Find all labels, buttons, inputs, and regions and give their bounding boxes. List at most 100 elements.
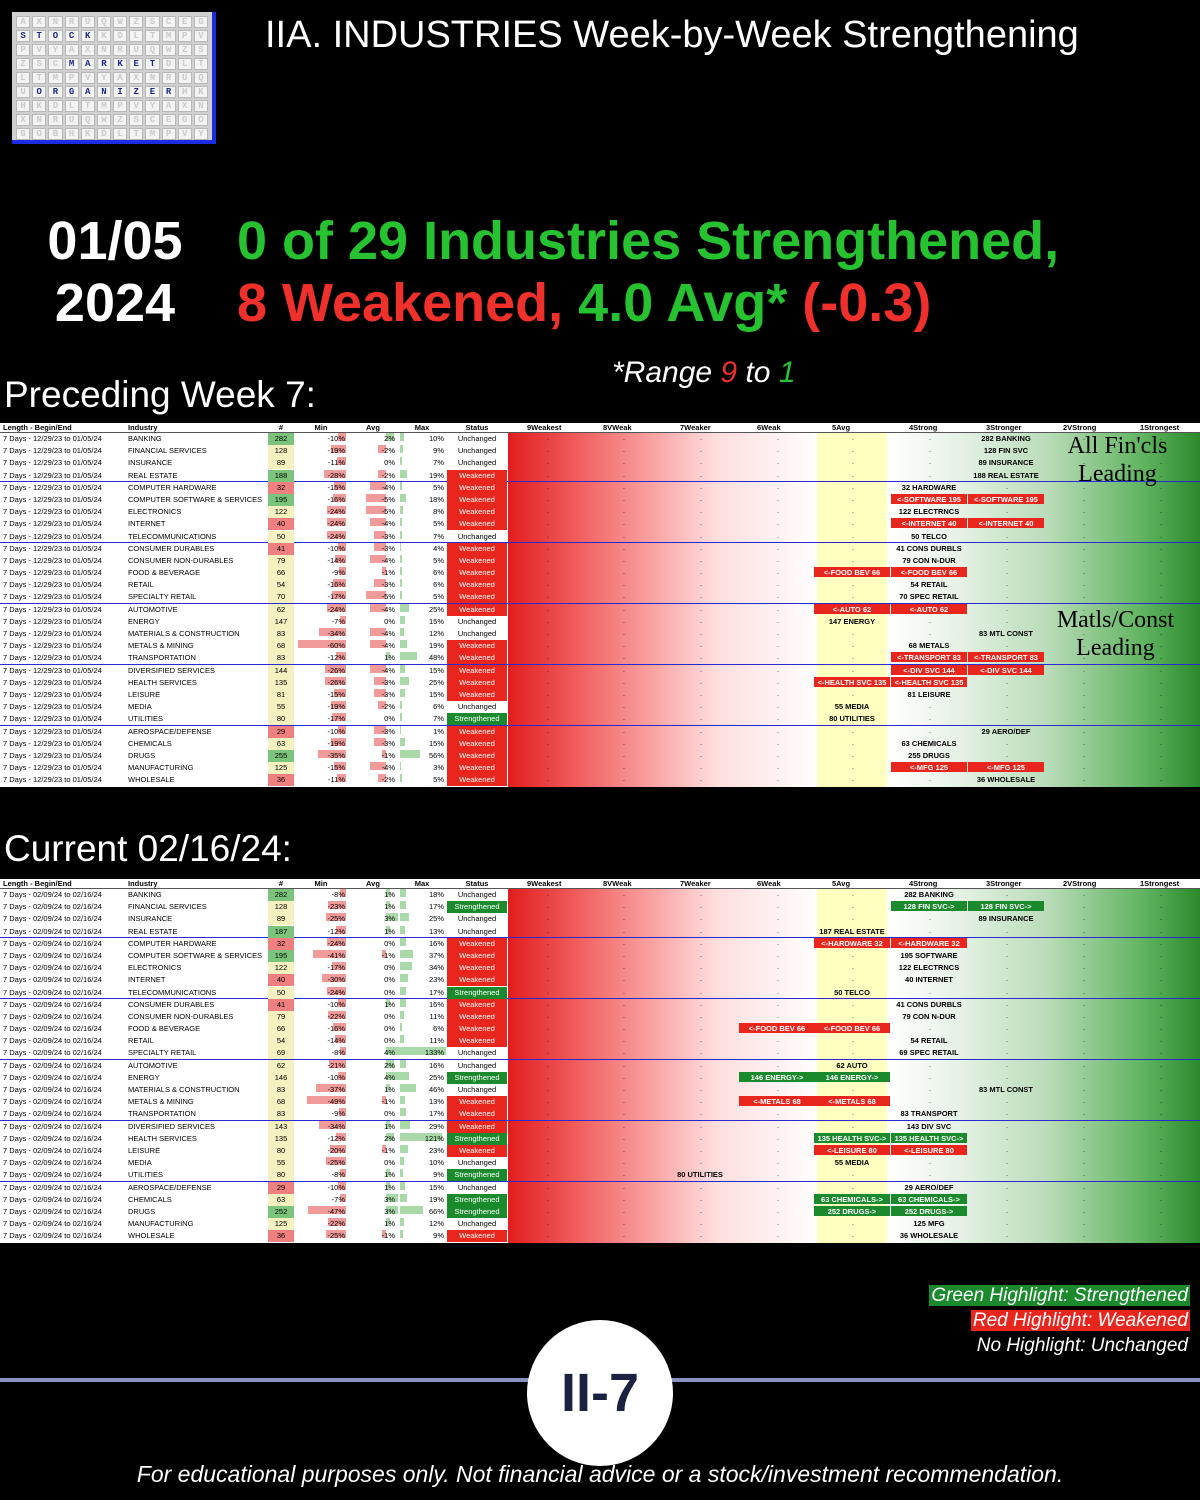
row-min-bar — [323, 469, 346, 478]
level-dot: . — [1006, 593, 1008, 601]
row-min-bar — [338, 542, 346, 551]
level-tag: 187 REAL ESTATE — [819, 926, 885, 936]
row-avg-value: -5% — [381, 494, 395, 504]
row-avg-value: -2% — [381, 446, 395, 456]
row-period: 7 Days - 12/29/23 to 01/05/24 — [3, 702, 102, 712]
row-count: 62 — [268, 1059, 294, 1072]
row-industry: FINANCIAL SERVICES — [128, 446, 207, 456]
level-tag: 50 TELCO — [911, 531, 947, 541]
row-avg-value: 1% — [384, 1085, 395, 1094]
level-dot: . — [1083, 617, 1085, 625]
row-max-value: 133% — [424, 1048, 444, 1058]
row-min-bar — [326, 913, 346, 922]
level-dot: . — [852, 630, 854, 637]
level-dot: . — [700, 435, 702, 442]
level-dot: . — [547, 1061, 549, 1069]
row-max-bar — [400, 949, 413, 958]
level-dot: . — [700, 939, 702, 947]
row-min-bar — [334, 1035, 346, 1044]
level-dot: . — [700, 1134, 702, 1142]
level-dot: . — [700, 678, 702, 686]
level-tag: <-DIV SVC 144 — [968, 664, 1044, 675]
level-dot: . — [1160, 1207, 1162, 1215]
level-dot: . — [1006, 1122, 1008, 1130]
level-dot: . — [1083, 666, 1085, 674]
row-period: 7 Days - 12/29/23 to 01/05/24 — [3, 677, 102, 687]
level-dot: . — [547, 447, 549, 455]
row-period: 7 Days - 02/09/24 to 02/16/24 — [3, 950, 102, 960]
level-dot: . — [700, 1037, 702, 1045]
row-min-value: -10% — [327, 726, 345, 736]
level-dot: . — [1006, 1025, 1008, 1033]
level-tag: <-FOOD BEV 66 — [739, 1023, 815, 1034]
row-min-value: -11% — [328, 458, 345, 468]
row-count: 122 — [268, 506, 294, 519]
row-avg-bar — [386, 1071, 402, 1080]
level-dot: . — [852, 520, 854, 528]
level-dot: . — [777, 1061, 779, 1069]
row-avg-bar — [386, 1084, 390, 1092]
row-industry: FINANCIAL SERVICES — [128, 902, 207, 912]
level-dot: . — [700, 1146, 702, 1154]
level-tag: 69 SPEC RETAIL — [899, 1048, 959, 1058]
level-dot: . — [1006, 1000, 1008, 1008]
row-period: 7 Days - 02/09/24 to 02/16/24 — [3, 1194, 102, 1204]
row-status: Unchanged — [457, 434, 497, 443]
col-length-header: Length - Begin/End — [3, 423, 72, 432]
level-dot: . — [777, 1220, 779, 1228]
row-status: Unchanged — [457, 446, 497, 456]
level-dot: . — [1160, 642, 1162, 650]
row-max-bar — [400, 1144, 409, 1153]
row-max-bar — [400, 542, 402, 551]
level-tag: <-HEALTH SVC 135 — [891, 676, 967, 687]
logo-cell: A — [113, 72, 128, 84]
row-status: Weakened — [447, 579, 507, 592]
level-dot: . — [623, 471, 625, 479]
level-dot: . — [777, 951, 779, 959]
row-min-value: -14% — [327, 1036, 345, 1046]
row-count: 252 — [268, 1205, 294, 1218]
level-dot: . — [852, 483, 854, 491]
level-dot: . — [700, 1000, 702, 1008]
level-dot: . — [1160, 927, 1162, 935]
row-max-bar — [400, 1132, 443, 1141]
logo-cell: L — [64, 100, 79, 112]
row-avg-bar — [374, 676, 386, 685]
level-dot: . — [1160, 532, 1162, 540]
row-count: 147 — [268, 615, 294, 628]
row-count: 55 — [268, 1157, 294, 1170]
level-header-8: 8VWeak — [603, 423, 632, 432]
table-row: 7 Days - 02/09/24 to 02/16/24 AUTOMOTIVE 6… — [0, 1059, 1200, 1072]
col-count-header: # — [278, 423, 284, 432]
row-period: 7 Days - 12/29/23 to 01/05/24 — [3, 580, 102, 590]
level-dot: . — [547, 1049, 549, 1057]
row-min-bar — [298, 640, 346, 649]
level-dot: . — [700, 1073, 702, 1081]
level-dot: . — [1083, 915, 1085, 923]
logo-cell: E — [161, 114, 176, 126]
row-min-bar — [308, 1205, 346, 1214]
row-min-value: -7% — [331, 1194, 345, 1204]
row-min-bar — [339, 889, 346, 897]
level-dot: . — [1083, 630, 1085, 637]
logo-cell: Y — [96, 72, 111, 84]
level-dot: . — [852, 764, 854, 772]
row-avg-bar — [374, 530, 386, 539]
row-status: Unchanged — [457, 1182, 497, 1192]
row-status: Weakened — [447, 737, 507, 750]
level-dot: . — [1083, 447, 1085, 455]
level-dot: . — [852, 1171, 854, 1179]
col-min-header: Min — [314, 879, 328, 888]
logo-cell: K — [80, 128, 95, 140]
row-avg-value: -5% — [381, 507, 395, 517]
table-header: Length - Begin/End Industry # Min Avg Max Stat… — [0, 879, 1200, 889]
row-avg-bar — [382, 749, 386, 758]
level-dot: . — [1083, 495, 1085, 503]
logo-cell: E — [177, 16, 192, 28]
level-dot: . — [777, 690, 779, 698]
logo-cell: P — [161, 128, 176, 140]
row-industry: INTERNET — [128, 975, 166, 985]
row-industry: REAL ESTATE — [128, 470, 178, 480]
level-dot: . — [623, 617, 625, 625]
row-min-value: -19% — [327, 446, 345, 456]
